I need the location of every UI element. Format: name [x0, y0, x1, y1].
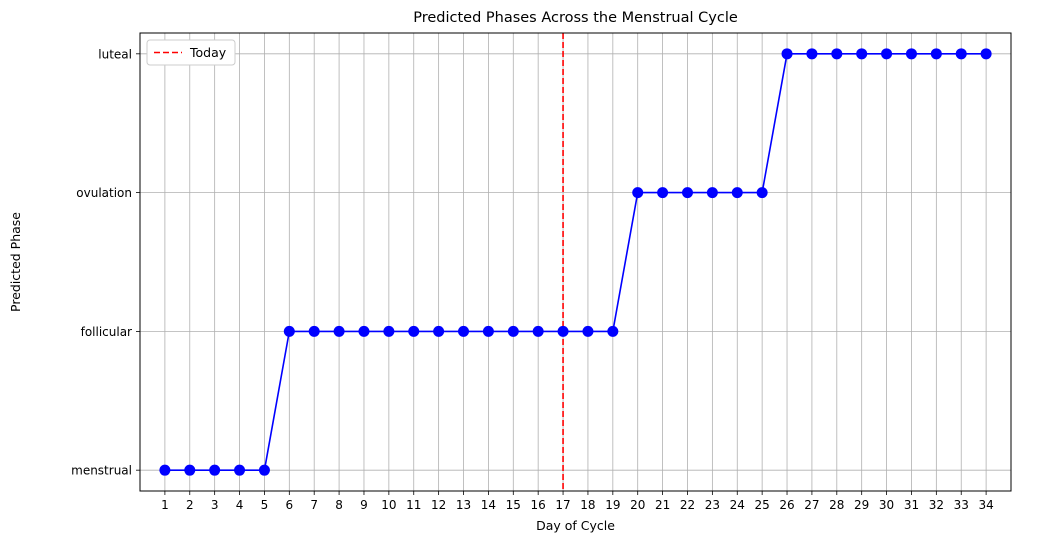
data-point: [706, 187, 718, 199]
y-tick-label: ovulation: [76, 186, 132, 200]
x-tick-label: 13: [456, 498, 471, 512]
data-point: [806, 48, 818, 60]
y-axis-label: Predicted Phase: [8, 212, 23, 312]
data-point: [507, 325, 519, 337]
data-point: [582, 325, 594, 337]
x-tick-label: 5: [261, 498, 269, 512]
data-point: [557, 325, 569, 337]
x-tick-label: 16: [531, 498, 546, 512]
x-tick-label: 4: [236, 498, 244, 512]
x-tick-label: 30: [879, 498, 894, 512]
x-tick-label: 14: [481, 498, 496, 512]
data-point: [607, 325, 619, 337]
data-point: [408, 325, 420, 337]
x-tick-label: 21: [655, 498, 670, 512]
data-point: [234, 464, 246, 476]
data-point: [881, 48, 893, 60]
x-tick-label: 27: [804, 498, 819, 512]
data-point: [433, 325, 445, 337]
data-point: [681, 187, 693, 199]
x-tick-label: 20: [630, 498, 645, 512]
x-tick-label: 12: [431, 498, 446, 512]
y-tick-label: follicular: [81, 325, 132, 339]
data-point: [333, 325, 345, 337]
x-tick-label: 23: [705, 498, 720, 512]
data-point: [209, 464, 221, 476]
x-tick-label: 33: [954, 498, 969, 512]
x-tick-label: 1: [161, 498, 169, 512]
x-tick-label: 11: [406, 498, 421, 512]
x-tick-label: 34: [978, 498, 993, 512]
y-tick-label: luteal: [98, 47, 132, 61]
data-point: [458, 325, 470, 337]
x-tick-label: 19: [605, 498, 620, 512]
data-point: [831, 48, 843, 60]
data-point: [955, 48, 967, 60]
data-point: [184, 464, 196, 476]
x-tick-label: 24: [730, 498, 745, 512]
data-point: [159, 464, 171, 476]
data-point: [905, 48, 917, 60]
series-line: [164, 53, 987, 471]
x-tick-label: 29: [854, 498, 869, 512]
x-tick-label: 26: [779, 498, 794, 512]
x-tick-label: 32: [929, 498, 944, 512]
data-point: [980, 48, 992, 60]
data-point: [283, 325, 295, 337]
y-tick-label: menstrual: [71, 464, 132, 478]
grid-lines: [140, 33, 1011, 491]
data-point: [383, 325, 395, 337]
x-axis-label: Day of Cycle: [536, 518, 615, 533]
x-tick-label: 17: [555, 498, 570, 512]
x-tick-label: 8: [335, 498, 343, 512]
legend-label-today: Today: [189, 45, 227, 60]
data-point: [756, 187, 768, 199]
data-point: [930, 48, 942, 60]
legend: Today: [146, 39, 236, 66]
chart-title: Predicted Phases Across the Menstrual Cy…: [413, 10, 738, 26]
phase-series: [159, 48, 992, 476]
legend-box: [146, 39, 236, 66]
plot-frame: [139, 32, 1012, 492]
axis-ticks: [136, 53, 987, 495]
data-point: [632, 187, 644, 199]
data-point: [731, 187, 743, 199]
data-point: [657, 187, 669, 199]
data-point: [856, 48, 868, 60]
data-point: [482, 325, 494, 337]
x-tick-label: 18: [580, 498, 595, 512]
x-tick-label: 6: [285, 498, 293, 512]
x-tick-label: 25: [755, 498, 770, 512]
x-tick-label: 28: [829, 498, 844, 512]
x-tick-label: 22: [680, 498, 695, 512]
x-tick-label: 3: [211, 498, 219, 512]
data-point: [308, 325, 320, 337]
x-tick-label: 9: [360, 498, 368, 512]
x-tick-label: 7: [310, 498, 318, 512]
data-point: [532, 325, 544, 337]
x-tick-label: 15: [506, 498, 521, 512]
data-point: [258, 464, 270, 476]
data-point: [358, 325, 370, 337]
y-tick-labels: menstrual follicular ovulation luteal: [71, 47, 132, 477]
data-point: [781, 48, 793, 60]
x-tick-label: 2: [186, 498, 194, 512]
x-tick-label: 10: [381, 498, 396, 512]
x-tick-labels: 1 2 3 4 5 6 7 8 9 10 11 12 13 14 15 16 17 18 19 20 21 22 23 24 2…: [161, 498, 994, 512]
x-tick-label: 31: [904, 498, 919, 512]
